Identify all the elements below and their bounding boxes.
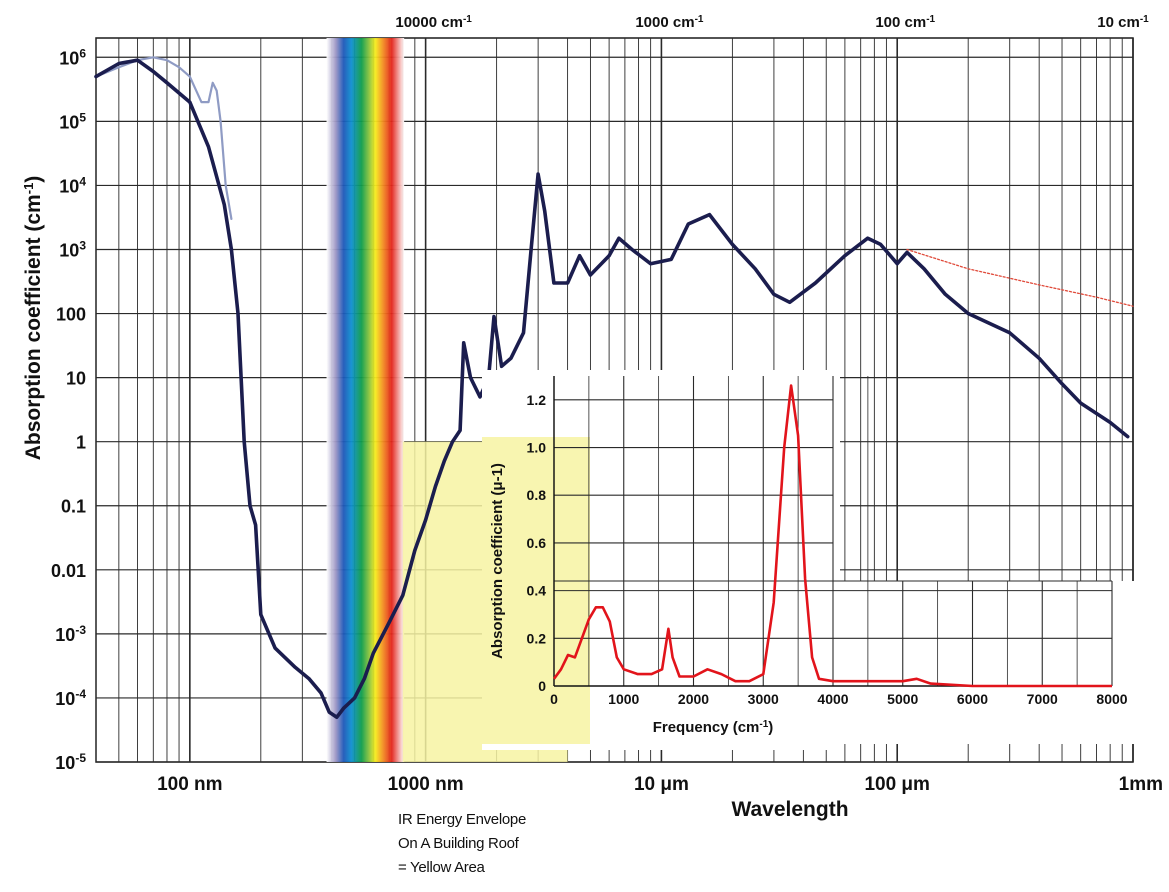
inset-series-line (552, 384, 1112, 688)
note-line-3: = Yellow Area (398, 859, 485, 876)
inset-x-tick-label: 6000 (957, 691, 988, 707)
yellow-area-note: IR Energy Envelope On A Building Roof = … (398, 808, 598, 880)
inset-x-tick-label: 1000 (608, 691, 639, 707)
inset-x-tick-label: 4000 (817, 691, 848, 707)
y-tick-exp: -5 (75, 751, 86, 765)
x-tick-label: 1mm (1119, 774, 1163, 795)
y-tick-label: 10-4 (55, 687, 86, 709)
top-tick-sup: -1 (926, 14, 935, 25)
visible-spectrum-band (326, 38, 405, 762)
main-series-line-2 (906, 248, 1134, 307)
y-tick-exp: 3 (79, 238, 86, 252)
inset-x-tick-label: 8000 (1096, 691, 1127, 707)
x-tick-label: 1000 nm (388, 774, 464, 795)
y-tick-exp: 6 (79, 46, 86, 60)
inset-y-tick-label: 0 (538, 678, 546, 694)
inset-x-axis-title: Frequency (cm-1) (653, 719, 774, 737)
note-line-1: IR Energy Envelope (398, 811, 527, 828)
top-tick-label: 100 cm-1 (875, 14, 935, 32)
y-tick-label: 104 (59, 174, 86, 196)
x-tick-label: 10 μm (634, 774, 689, 795)
inset-x-tick-label: 0 (550, 691, 558, 707)
y-tick-exp: 4 (79, 174, 86, 188)
y-tick-label: 103 (59, 238, 86, 260)
x-tick-label: 100 nm (157, 774, 222, 795)
inset-y-tick-label: 1.2 (527, 392, 547, 408)
y-tick-exp: 5 (79, 110, 86, 124)
inset-x-tick-label: 3000 (748, 691, 779, 707)
main-series (94, 56, 1134, 719)
y-tick-label: 0.01 (51, 561, 86, 581)
main-series-line-0 (94, 58, 1130, 719)
x-tick-label: 100 μm (864, 774, 930, 795)
y-tick-label: 0.1 (61, 497, 86, 517)
y-tick-label: 105 (59, 110, 86, 132)
y-tick-label: 10-5 (55, 751, 86, 773)
inset-y-tick-label: 0.6 (527, 535, 547, 551)
y-tick-label: 10-3 (55, 623, 86, 645)
y-tick-exp: -3 (75, 623, 86, 637)
top-tick-label: 1000 cm-1 (635, 14, 704, 32)
y-tick-label: 1 (76, 433, 86, 453)
top-tick-sup: -1 (1140, 14, 1149, 25)
y-tick-label: 10 (66, 369, 86, 389)
inset-y-tick-label: 0.2 (527, 630, 547, 646)
inset-x-tick-label: 5000 (887, 691, 918, 707)
y-axis-title: Absorption coefficient (cm-1) (21, 176, 46, 461)
top-tick-label: 10 cm-1 (1097, 14, 1149, 32)
inset-x-axis-title-end: ) (768, 719, 773, 736)
inset-chart: 0 1000 2000 3000 4000 5000 6000 7000 8000 0 0.2 0.4… (482, 370, 1135, 750)
inset-x-axis-title-sup: -1 (759, 719, 768, 730)
note-line-2: On A Building Roof (398, 835, 519, 852)
y-tick-label: 100 (56, 305, 86, 325)
inset-y-tick-label: 0.4 (527, 583, 547, 599)
inset-y-tick-label: 1.0 (527, 440, 547, 456)
inset-bg-bottom (590, 581, 1135, 744)
y-axis-title-sup: -1 (21, 183, 36, 195)
y-tick-label: 106 (59, 46, 86, 68)
top-tick-label: 10000 cm-1 (395, 14, 472, 32)
inset-y-tick-label: 0.8 (527, 487, 547, 503)
top-tick-sup: -1 (695, 14, 704, 25)
x-axis-title: Wavelength (731, 798, 848, 821)
inset-x-tick-label: 2000 (678, 691, 709, 707)
y-tick-exp: -4 (75, 687, 86, 701)
top-tick-sup: -1 (463, 14, 472, 25)
inset-x-tick-label: 7000 (1027, 691, 1058, 707)
main-series-line-1 (94, 56, 233, 220)
y-axis-title-end: ) (22, 176, 45, 183)
inset-y-axis-title: Absorption coefficient (μ-1) (489, 463, 506, 659)
